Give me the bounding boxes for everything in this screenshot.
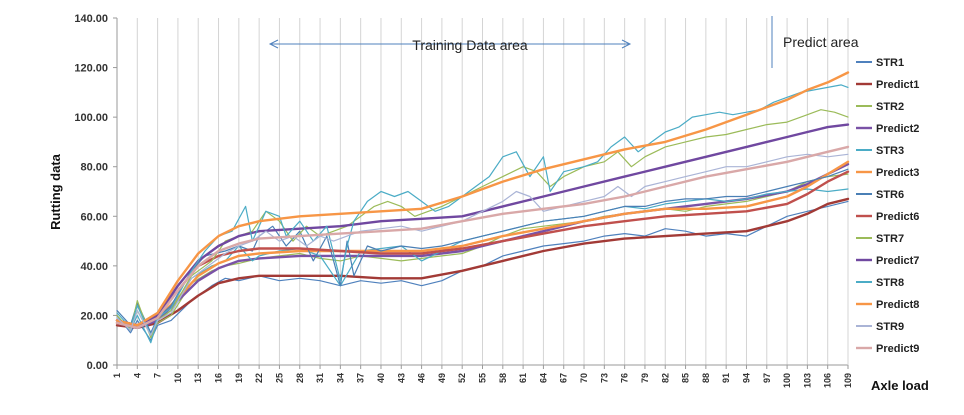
legend-label: Predict8 [876,299,919,311]
series-line-str8 [116,84,849,336]
predict-area-label: Predict area [783,34,859,50]
x-tick-label: 73 [599,373,609,383]
y-tick-label: 60.00 [80,211,108,223]
legend-item-predict1: Predict1 [856,79,919,91]
x-tick-label: 106 [823,373,833,388]
series-line-predict8 [115,71,850,327]
y-tick-label: 0.00 [87,360,108,372]
x-tick-label: 25 [274,373,284,383]
legend-item-str1: STR1 [856,57,904,69]
x-tick-label: 49 [437,373,447,383]
x-tick-label: 91 [721,373,731,383]
y-tick-label: 20.00 [80,310,108,322]
legend-label: STR8 [876,277,904,289]
legend-label: Predict2 [876,123,919,135]
x-tick-label: 31 [315,373,325,383]
x-tick-label: 100 [782,373,792,388]
series-line-predict9 [115,145,850,329]
x-tick-label: 103 [802,373,812,388]
legend-label: Predict7 [876,255,919,267]
grid [116,18,849,365]
x-tick-label: 85 [681,373,691,383]
legend-item-str3: STR3 [856,145,904,157]
x-tick-label: 1 [112,373,122,378]
legend-item-str8: STR8 [856,277,904,289]
legend-item-str2: STR2 [856,101,904,113]
x-tick-label: 82 [660,373,670,383]
legend-item-str6: STR6 [856,189,904,201]
axis-labels: Rutting data Axle load [48,153,929,393]
legend-label: STR7 [876,233,904,245]
x-tick-label: 88 [701,373,711,383]
x-tick-label: 76 [620,373,630,383]
training-arrow-head-left [268,39,279,49]
x-tick-label: 37 [356,373,366,383]
x-tick-label: 28 [295,373,305,383]
series-line-str6 [116,168,849,334]
x-tick-label: 52 [457,373,467,383]
y-tick-label: 140.00 [74,13,108,25]
y-tick-label: 120.00 [74,63,108,75]
legend-item-predict6: Predict6 [856,211,919,223]
x-tick-label: 94 [741,373,751,383]
series-line-str2 [116,173,849,336]
x-tick-label: 46 [417,373,427,383]
legend-label: STR9 [876,321,904,333]
legend-item-predict9: Predict9 [856,343,919,355]
x-tick-label: 55 [478,373,488,383]
legend-label: STR3 [876,145,904,157]
legend-item-str9: STR9 [856,321,904,333]
x-tick-label: 19 [234,373,244,383]
annotations: Training Data area Predict area [268,16,859,68]
x-tick-label: 34 [335,373,345,383]
x-tick-label: 67 [559,373,569,383]
legend-label: STR6 [876,189,904,201]
legend-item-predict3: Predict3 [856,167,919,179]
y-tick-label: 100.00 [74,112,108,124]
legend-label: Predict9 [876,343,919,355]
x-tick-label: 10 [173,373,183,383]
series-line-str9 [116,153,849,336]
series-line-predict1 [115,197,850,329]
x-tick-label: 13 [193,373,203,383]
x-tick-label: 4 [132,373,142,378]
x-tick-label: 79 [640,373,650,383]
x-tick-label: 16 [214,373,224,383]
legend-label: Predict3 [876,167,919,179]
legend-label: Predict1 [876,79,919,91]
x-tick-label: 97 [762,373,772,383]
series-lines [115,71,850,344]
legend-item-predict2: Predict2 [856,123,919,135]
axes: 0.00 20.00 40.00 60.00 80.00 100.00 120.00 140.… [74,13,853,388]
legend-item-str7: STR7 [856,233,904,245]
legend-label: STR2 [876,101,904,113]
x-tick-label: 70 [579,373,589,383]
y-tick-label: 80.00 [80,162,108,174]
x-axis-title: Axle load [871,378,929,393]
legend-item-predict8: Predict8 [856,299,919,311]
training-arrow-head-right [621,39,632,49]
legend-label: STR1 [876,57,904,69]
x-tick-label: 22 [254,373,264,383]
y-axis-title: Rutting data [48,153,63,230]
y-tick-label: 40.00 [80,261,108,273]
x-tick-label: 40 [376,373,386,383]
x-tick-label: 64 [538,373,548,383]
x-tick-label: 7 [153,373,163,378]
x-tick-label: 43 [396,373,406,383]
series-line-predict3 [115,160,850,327]
legend-item-predict7: Predict7 [856,255,919,267]
x-tick-label: 109 [843,373,853,388]
x-tick-label: 61 [518,373,528,383]
x-tick-label: 58 [498,373,508,383]
training-area-label: Training Data area [412,37,528,53]
legend: STR1 Predict1 STR2 Predict2 STR3 Predict3 STR6… [856,57,919,355]
legend-label: Predict6 [876,211,919,223]
